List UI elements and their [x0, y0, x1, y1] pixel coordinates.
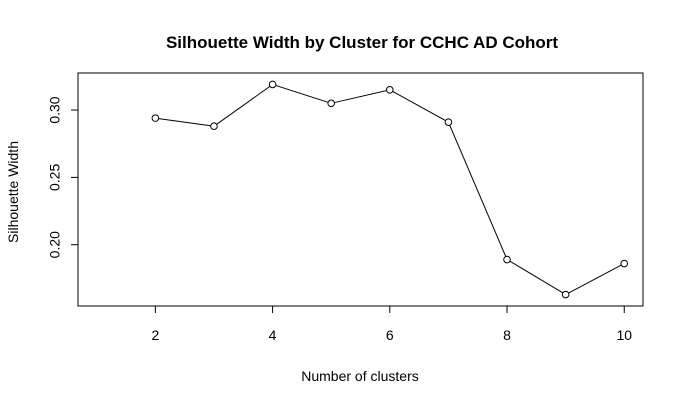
y-axis: 0.20 0.25 0.30	[47, 96, 79, 258]
x-tick-label: 10	[616, 327, 632, 343]
data-point	[268, 80, 277, 89]
plot-area-box	[77, 72, 644, 307]
x-axis: 2 4 6 8 10	[151, 305, 632, 343]
y-tick-label: 0.25	[47, 164, 63, 191]
y-axis-label: Silhouette Width	[5, 141, 21, 243]
series-line-segment	[392, 90, 446, 122]
series-line-segment	[509, 260, 564, 294]
data-point	[503, 255, 511, 264]
data-point	[151, 114, 160, 122]
chart-title: Silhouette Width by Cluster for CCHC AD …	[166, 33, 558, 52]
data-point	[327, 99, 335, 108]
data-point	[210, 122, 218, 130]
data-point	[561, 290, 570, 299]
data-point	[620, 259, 629, 268]
x-axis-label: Number of clusters	[301, 368, 418, 384]
series-line-segment	[449, 124, 507, 257]
series-silhouette-width	[151, 80, 629, 299]
series-line-segment	[334, 90, 387, 104]
x-tick-label: 2	[151, 327, 159, 343]
data-point	[444, 118, 453, 126]
x-tick-label: 4	[269, 327, 277, 343]
y-tick-label: 0.20	[47, 231, 63, 258]
data-point	[386, 86, 394, 94]
series-line-segment	[568, 264, 622, 294]
series-line-segment	[158, 118, 211, 127]
series-line-segment	[216, 85, 271, 125]
y-tick-label: 0.30	[47, 96, 63, 123]
x-tick-label: 6	[386, 327, 394, 343]
x-tick-label: 8	[503, 327, 511, 343]
series-line-segment	[275, 84, 329, 103]
